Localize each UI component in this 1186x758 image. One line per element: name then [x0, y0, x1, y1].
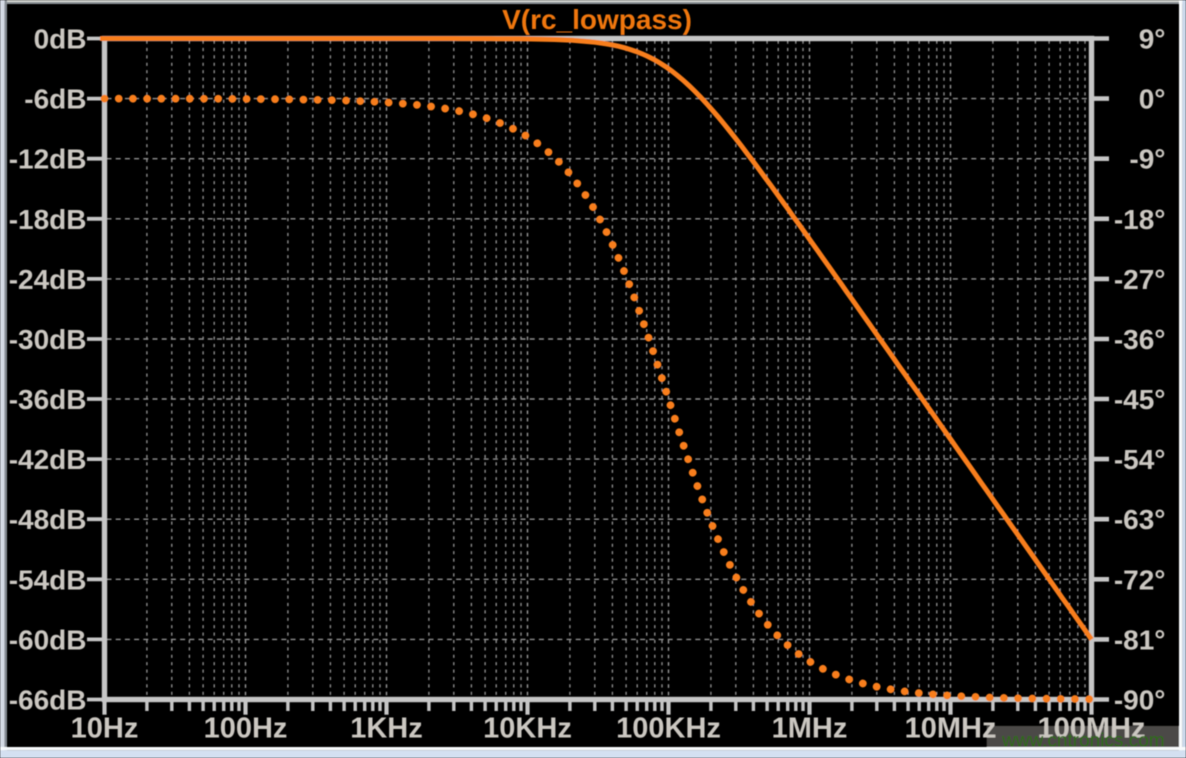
svg-text:-81°: -81° [1114, 624, 1166, 655]
svg-text:-54°: -54° [1114, 444, 1166, 475]
svg-text:-45°: -45° [1114, 384, 1166, 415]
svg-text:10MHz: 10MHz [905, 713, 997, 745]
svg-text:www.cntronics.com: www.cntronics.com [1001, 731, 1165, 752]
svg-text:1KHz: 1KHz [350, 713, 423, 745]
svg-text:-30dB: -30dB [9, 324, 87, 355]
svg-text:-6dB: -6dB [24, 84, 86, 115]
svg-text:-54dB: -54dB [9, 564, 87, 595]
svg-text:-42dB: -42dB [9, 444, 87, 475]
svg-text:100MHz: 100MHz [1038, 713, 1146, 745]
svg-text:100Hz: 100Hz [204, 713, 288, 745]
svg-text:-60dB: -60dB [9, 624, 87, 655]
svg-text:-48dB: -48dB [9, 504, 87, 535]
svg-text:10KHz: 10KHz [483, 713, 572, 745]
svg-text:100KHz: 100KHz [616, 713, 721, 745]
svg-text:V(rc_lowpass): V(rc_lowpass) [502, 4, 692, 35]
svg-text:-90°: -90° [1114, 685, 1166, 716]
svg-text:-66dB: -66dB [9, 685, 87, 716]
svg-text:1MHz: 1MHz [772, 713, 848, 745]
svg-text:0°: 0° [1139, 84, 1166, 115]
svg-text:-24dB: -24dB [9, 264, 87, 295]
svg-text:-27°: -27° [1114, 264, 1166, 295]
svg-text:-63°: -63° [1114, 504, 1166, 535]
svg-text:-18°: -18° [1114, 204, 1166, 235]
svg-text:-36dB: -36dB [9, 384, 87, 415]
svg-text:0dB: 0dB [34, 24, 87, 55]
svg-text:-72°: -72° [1114, 564, 1166, 595]
svg-text:9°: 9° [1139, 24, 1166, 55]
svg-text:-18dB: -18dB [9, 204, 87, 235]
svg-text:-12dB: -12dB [9, 144, 87, 175]
svg-text:-36°: -36° [1114, 324, 1166, 355]
svg-text:10Hz: 10Hz [71, 713, 139, 745]
svg-text:-9°: -9° [1129, 144, 1165, 175]
